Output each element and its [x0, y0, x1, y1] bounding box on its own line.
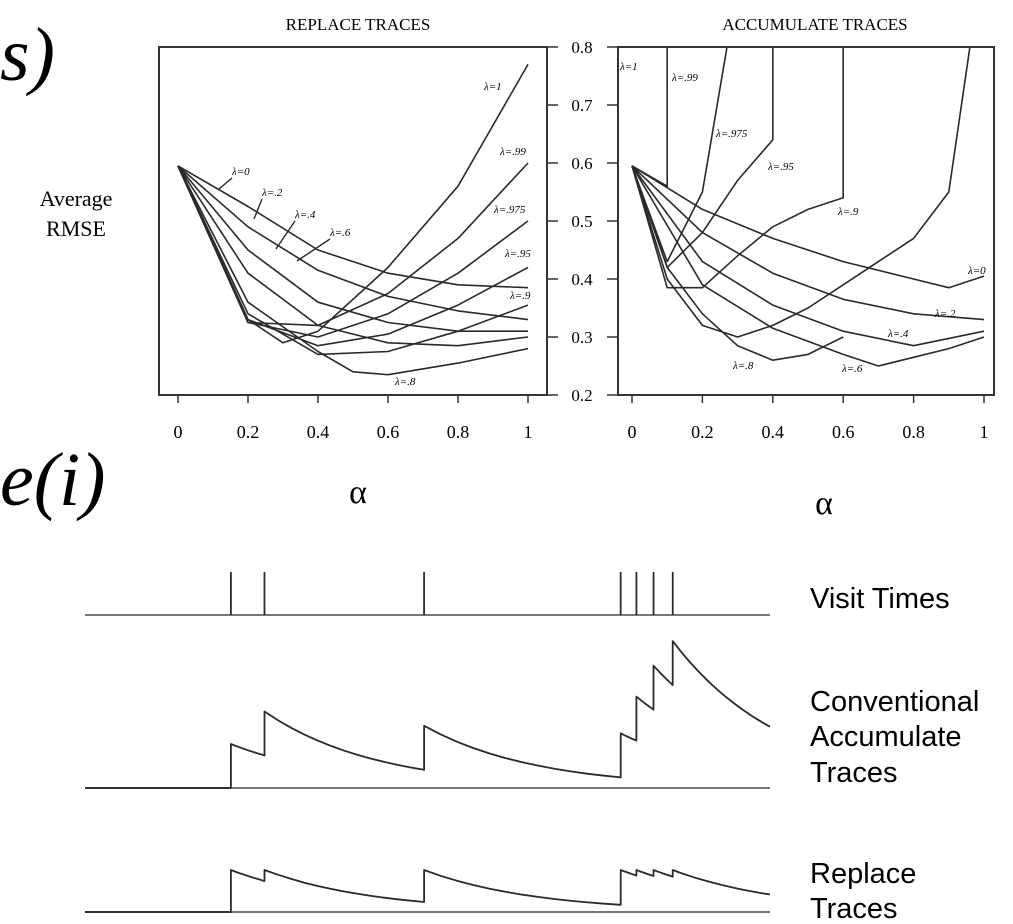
- plot-curves: [177, 47, 985, 376]
- x-tick-label: 0.8: [447, 422, 470, 442]
- series-label: λ=.99: [671, 72, 698, 84]
- curve-labels: λ=0 λ=.2 λ=.4 λ=.6 λ=.8 λ=.9 λ=.95 λ=.975 λ=.99 λ…: [218, 61, 986, 388]
- series-label: λ=.4: [887, 328, 909, 340]
- series-label: λ=.9: [509, 290, 531, 302]
- series-line: [177, 64, 529, 344]
- visit-times-label: Visit Times: [810, 583, 950, 615]
- x-tick-label: 0.4: [762, 422, 785, 442]
- y-tick-label: 0.2: [571, 386, 592, 405]
- series-label: λ=.95: [767, 161, 794, 173]
- x-tick-label: 1: [980, 422, 989, 442]
- axis-ticks: 0 0.2 0.4 0.6 0.8 1 0 0.2 0.4 0.6 0.8 1 0.2 0.3 0.4 0.5…: [174, 38, 989, 442]
- x-tick-label: 0.8: [902, 422, 925, 442]
- series-label: λ=.2: [934, 308, 956, 320]
- y-axis-label-line-2: RMSE: [46, 216, 106, 241]
- y-tick-label: 0.3: [571, 328, 592, 347]
- plot-frame-replace: [158, 46, 548, 396]
- x-tick-label: 0: [174, 422, 183, 442]
- series-label: λ=1: [619, 61, 638, 73]
- series-label: λ=.975: [493, 204, 526, 216]
- series-line: [631, 165, 985, 367]
- series-line: [631, 47, 669, 187]
- traces-diagram: [85, 572, 771, 913]
- x-tick-label: 0.6: [377, 422, 400, 442]
- formula-fragment-top: s): [0, 13, 55, 97]
- series-line: [177, 165, 529, 356]
- label-arrow: [296, 238, 331, 262]
- series-label: λ=.99: [499, 146, 526, 158]
- x-axis-label-replace: α: [349, 474, 367, 511]
- x-tick-label: 0.2: [691, 422, 714, 442]
- chart-title-replace: REPLACE TRACES: [286, 15, 431, 34]
- series-line: [177, 165, 529, 347]
- series-label: λ=.8: [732, 360, 754, 372]
- series-line: [177, 165, 529, 289]
- series-line: [177, 165, 529, 321]
- accumulate-traces-label-3: Traces: [810, 757, 898, 789]
- series-line: [177, 165, 528, 333]
- series-line: [631, 47, 971, 338]
- series-label: λ=.975: [715, 128, 748, 140]
- series-label: λ=.2: [261, 187, 283, 199]
- x-tick-label: 0: [628, 422, 637, 442]
- y-axis-label-line-1: Average: [40, 186, 113, 211]
- series-line: [177, 165, 529, 338]
- series-label: λ=.8: [394, 376, 416, 388]
- series-line: [631, 47, 774, 269]
- y-tick-label: 0.6: [571, 154, 592, 173]
- replace-trace-curve: [85, 869, 771, 913]
- series-label: λ=0: [967, 265, 986, 277]
- series-line: [631, 165, 985, 289]
- accumulate-traces-label-2: Accumulate: [810, 721, 962, 753]
- replace-traces-label-2: Traces: [810, 893, 898, 924]
- series-label: λ=1: [483, 81, 502, 93]
- series-label: λ=0: [231, 166, 250, 178]
- y-tick-label: 0.5: [571, 212, 592, 231]
- plot-frame-accumulate: [617, 46, 995, 396]
- series-label: λ=.6: [841, 363, 863, 375]
- accumulate-traces-label-1: Conventional: [810, 686, 979, 718]
- series-line: [177, 162, 529, 327]
- x-axis-label-accumulate: α: [815, 485, 833, 522]
- series-line: [177, 165, 529, 347]
- series-line: [631, 47, 728, 263]
- y-tick-label: 0.4: [571, 270, 593, 289]
- label-arrow: [275, 220, 296, 250]
- series-line: [177, 165, 529, 376]
- series-label: λ=.95: [504, 248, 531, 260]
- series-line: [631, 47, 845, 289]
- label-arrow: [218, 177, 233, 190]
- x-tick-label: 0.6: [832, 422, 855, 442]
- replace-traces-label-1: Replace: [810, 858, 916, 890]
- series-line: [631, 165, 985, 321]
- x-tick-label: 0.2: [237, 422, 260, 442]
- y-tick-label: 0.7: [571, 96, 593, 115]
- series-line: [631, 165, 985, 347]
- formula-fragment-middle: e(i): [0, 438, 105, 522]
- chart-title-accumulate: ACCUMULATE TRACES: [722, 15, 907, 34]
- series-label: λ=.4: [294, 209, 316, 221]
- label-arrow: [253, 198, 263, 220]
- x-tick-label: 1: [524, 422, 533, 442]
- x-tick-label: 0.4: [307, 422, 330, 442]
- series-label: λ=.9: [837, 206, 859, 218]
- y-tick-label: 0.8: [571, 38, 592, 57]
- series-label: λ=.6: [329, 227, 351, 239]
- accumulate-trace-curve: [85, 640, 771, 789]
